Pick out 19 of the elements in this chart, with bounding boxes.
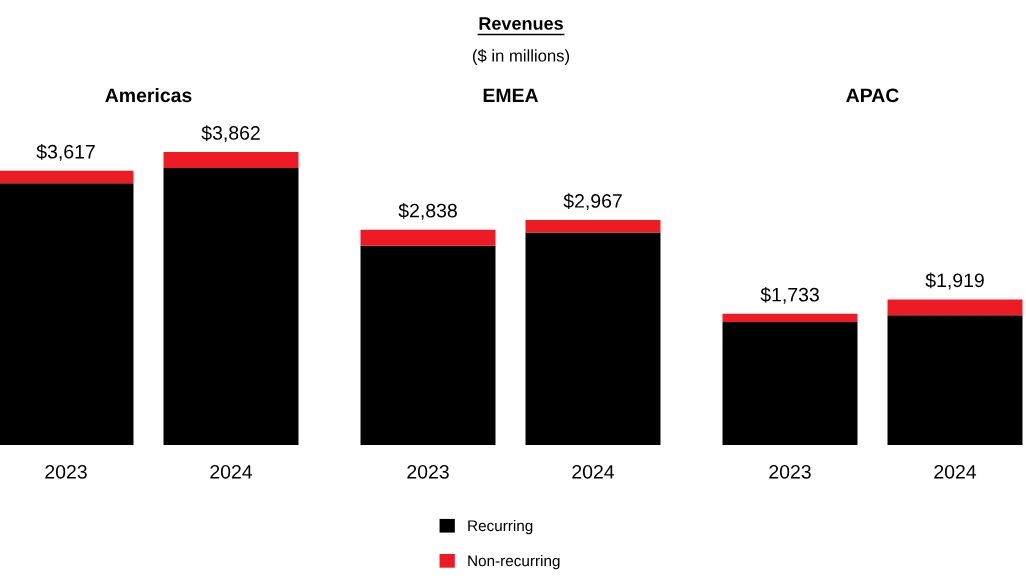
x-tick-label: 2023 [45, 464, 87, 479]
text: $3,862 [201, 125, 260, 143]
x-tick-label: 2023 [769, 464, 811, 479]
annotation: $3,617 [36, 143, 95, 161]
text: Americas [105, 87, 192, 103]
x-tick-label: 2023 [407, 464, 449, 479]
annotation: $2,967 [563, 193, 622, 211]
chart-title: Revenues [479, 17, 563, 30]
x-tick-label: 2024 [210, 464, 253, 479]
annotation: $1,733 [760, 286, 819, 304]
annotation: $2,838 [398, 202, 457, 220]
legend-label: Non-recurring [468, 555, 560, 570]
x-tick-label: 2024 [572, 464, 615, 479]
annotation: $1,919 [925, 272, 984, 290]
x-tick-label: 2024 [934, 464, 977, 479]
chart-subtitle: ($ in millions) [472, 49, 570, 65]
legend-label: Recurring [468, 519, 533, 535]
text: EMEA [483, 88, 539, 103]
text: APAC [846, 88, 899, 103]
